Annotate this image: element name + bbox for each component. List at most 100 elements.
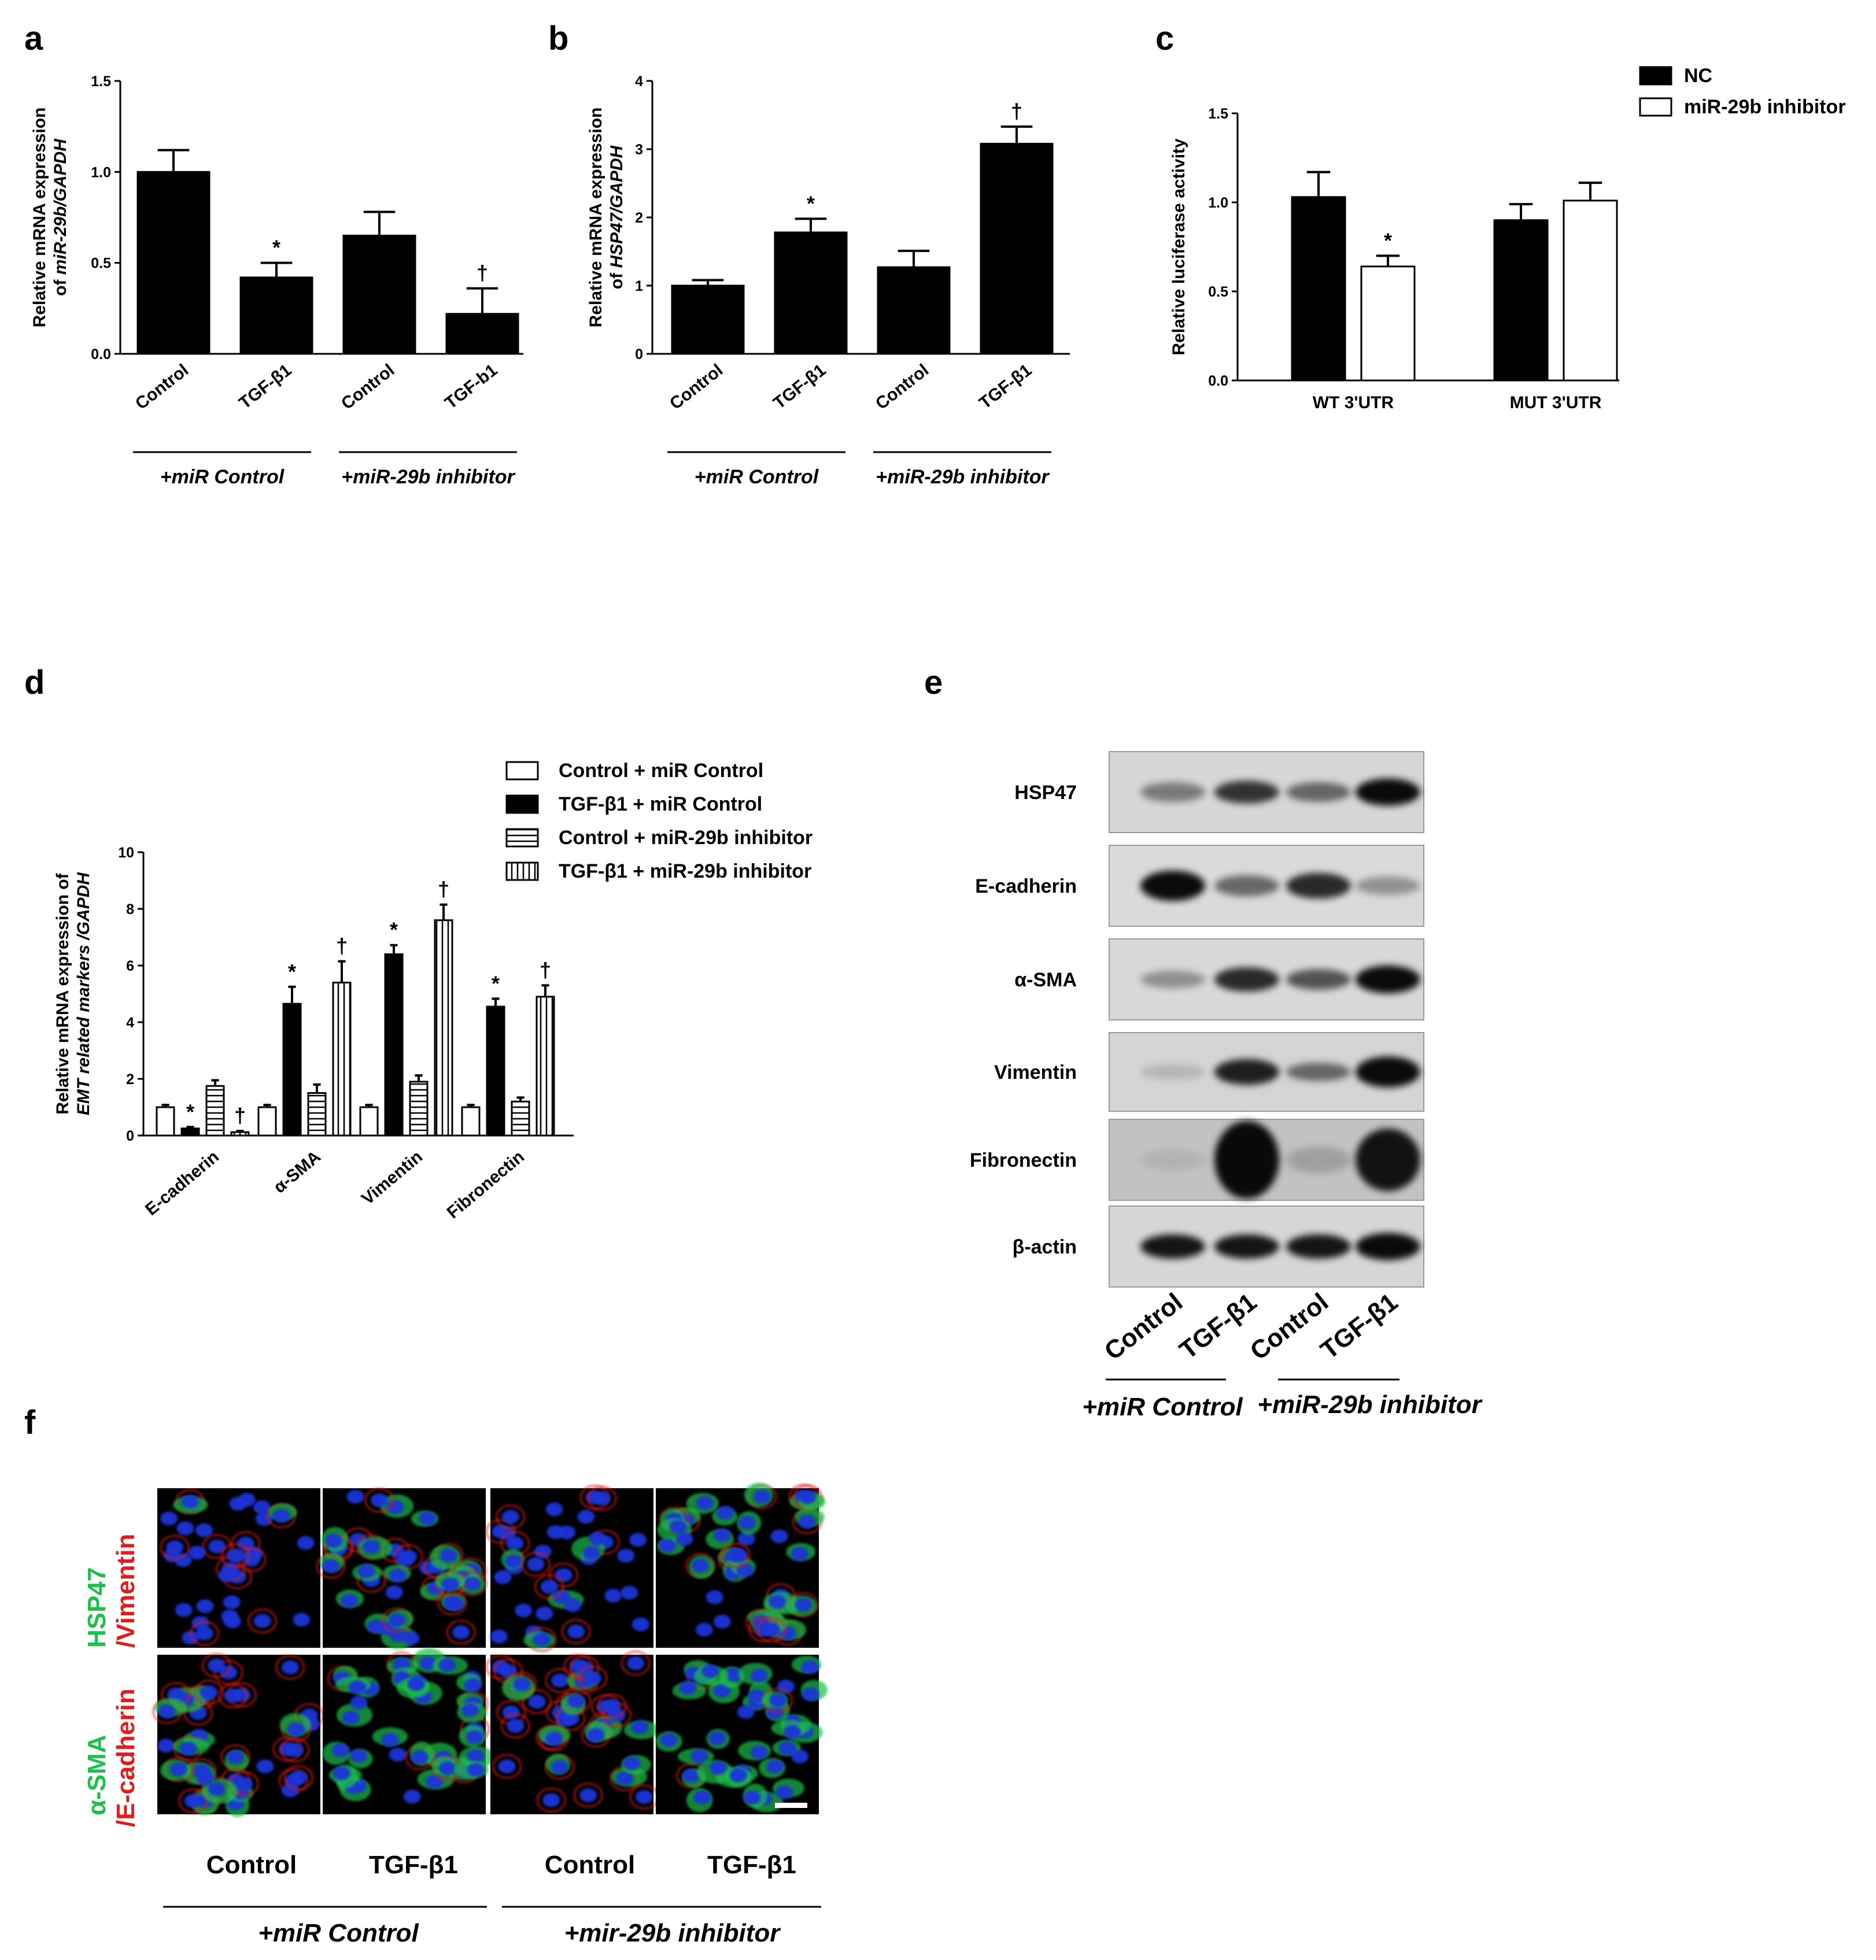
- if-nucleus: [170, 1762, 188, 1777]
- if-row2-label: α-SMA: [83, 1735, 111, 1815]
- bar: [461, 1106, 481, 1137]
- blot-row-label: Vimentin: [994, 1062, 1077, 1083]
- if-image: [152, 1653, 324, 1817]
- if-row2-label-red: /E-cadherin: [112, 1688, 140, 1827]
- significance-mark: †: [477, 261, 488, 285]
- if-nucleus: [527, 1557, 545, 1571]
- if-nucleus: [801, 1660, 819, 1674]
- legend-swatch-d1: [505, 761, 539, 781]
- blot-row-label: E-cadherin: [975, 875, 1077, 897]
- if-nucleus: [589, 1532, 607, 1546]
- y-tick-label: 2: [126, 1071, 134, 1088]
- if-red-signal: [190, 1621, 220, 1646]
- if-nucleus: [158, 1704, 176, 1719]
- legend-label-inhibitor: miR-29b inhibitor: [1684, 96, 1846, 118]
- if-nucleus: [713, 1614, 731, 1629]
- y-tick-label: 1.0: [91, 164, 111, 180]
- if-nucleus: [195, 1523, 213, 1537]
- if-nucleus: [784, 1725, 802, 1739]
- y-tick-label: 1: [635, 278, 643, 294]
- if-nucleus: [341, 1593, 359, 1608]
- if-red-signal: [496, 1504, 526, 1530]
- if-nucleus: [775, 1785, 793, 1799]
- if-nucleus: [791, 1547, 808, 1562]
- if-nucleus: [461, 1703, 479, 1717]
- if-nucleus: [629, 1533, 647, 1547]
- if-red-signal: [522, 1689, 552, 1714]
- blot-band: [1214, 1234, 1279, 1259]
- if-nucleus: [577, 1510, 595, 1524]
- bar: [239, 276, 313, 355]
- if-red-signal: [561, 1619, 591, 1644]
- if-nucleus: [438, 1658, 456, 1672]
- blot-row-label: HSP47: [1014, 782, 1077, 804]
- blot-lane-label: Control: [1099, 1288, 1188, 1366]
- if-nucleus: [446, 1597, 464, 1611]
- if-nucleus: [196, 1599, 214, 1614]
- if-image: [656, 1482, 826, 1648]
- if-nucleus: [287, 1722, 305, 1737]
- if-nucleus: [396, 1553, 413, 1567]
- bar: [409, 1081, 429, 1137]
- if-nucleus: [564, 1598, 582, 1613]
- if-nucleus: [743, 1791, 761, 1805]
- if-nucleus: [324, 1533, 342, 1548]
- if-nucleus: [635, 1790, 653, 1804]
- significance-mark: †: [234, 1104, 246, 1127]
- if-nucleus: [621, 1585, 638, 1600]
- y-tick-label: 0: [126, 1128, 134, 1144]
- if-nucleus: [466, 1730, 484, 1744]
- if-red-signal: [220, 1543, 250, 1569]
- blot-band: [1214, 1120, 1279, 1199]
- if-red-signal: [500, 1713, 530, 1739]
- if-nucleus: [363, 1540, 381, 1554]
- if-nucleus: [197, 1771, 215, 1785]
- if-nucleus: [179, 1741, 197, 1756]
- if-nucleus: [604, 1588, 622, 1603]
- y-tick-label: 1.5: [1208, 106, 1228, 122]
- significance-mark: *: [272, 236, 280, 260]
- y-tick-label: 0: [635, 346, 643, 363]
- bar: [434, 919, 453, 1137]
- blot-row-label: β-actin: [1013, 1236, 1077, 1258]
- bar: [877, 266, 951, 355]
- x-category-label: WT 3'UTR: [1313, 393, 1394, 412]
- if-nucleus: [778, 1741, 796, 1755]
- blot-lane-label: TGF-β1: [1175, 1288, 1262, 1364]
- bar: [342, 234, 416, 355]
- legend-label-nc: NC: [1684, 65, 1712, 87]
- y-tick-label: 1.5: [91, 73, 111, 90]
- bar: [486, 1005, 505, 1137]
- if-group-label: +mir-29b inhibitor: [564, 1919, 782, 1947]
- x-category-label: TGF-β1: [235, 361, 295, 413]
- if-col-label: Control: [545, 1851, 635, 1879]
- if-nucleus: [176, 1521, 194, 1536]
- if-nucleus: [331, 1743, 349, 1758]
- if-nucleus: [802, 1687, 819, 1702]
- blot-band: [1140, 870, 1205, 901]
- y-tick-label: 4: [126, 1015, 134, 1031]
- if-nucleus: [407, 1677, 425, 1691]
- y-tick-label: 6: [126, 958, 134, 974]
- if-nucleus: [224, 1689, 242, 1703]
- significance-mark: †: [540, 958, 551, 982]
- bar: [384, 953, 404, 1137]
- if-red-signal: [536, 1787, 566, 1813]
- if-nucleus: [542, 1793, 560, 1807]
- if-nucleus: [706, 1590, 723, 1604]
- significance-mark: †: [336, 934, 348, 958]
- group-label: +miR Control: [160, 466, 285, 488]
- if-nucleus: [195, 1626, 213, 1641]
- if-nucleus: [403, 1789, 421, 1804]
- if-row1-label: HSP47: [83, 1567, 111, 1648]
- if-nucleus: [188, 1545, 206, 1560]
- if-nucleus: [175, 1603, 193, 1617]
- if-nucleus: [227, 1548, 245, 1563]
- if-nucleus: [439, 1761, 457, 1776]
- if-nucleus: [389, 1747, 407, 1762]
- bar: [307, 1092, 327, 1137]
- if-nucleus: [208, 1539, 226, 1554]
- if-nucleus: [346, 1489, 364, 1504]
- if-nucleus: [682, 1769, 700, 1783]
- significance-mark: *: [390, 918, 398, 942]
